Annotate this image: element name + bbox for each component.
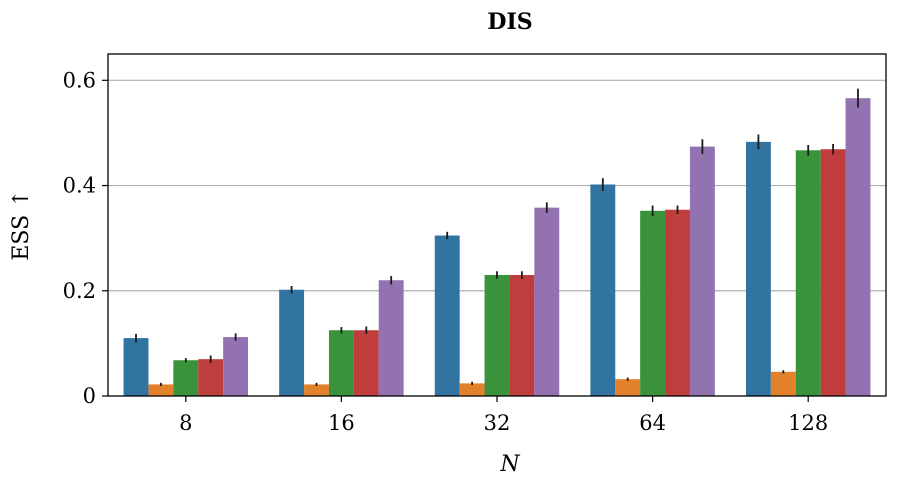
bar (123, 338, 149, 396)
bar (378, 280, 404, 396)
x-axis-label: N (499, 452, 520, 477)
x-tick-label: 16 (328, 411, 355, 435)
y-tick-label: 0 (83, 384, 96, 408)
y-tick-label: 0.6 (63, 68, 96, 92)
bar (198, 359, 224, 396)
ticks-layer: 0 0.2 0.4 0.6 8 16 32 64 128 (63, 68, 829, 435)
bar (534, 207, 560, 396)
bars-layer (123, 98, 871, 396)
x-tick-label: 128 (788, 411, 828, 435)
bar (353, 330, 379, 396)
x-tick-label: 64 (639, 411, 666, 435)
bar (509, 274, 535, 396)
bar (590, 184, 616, 396)
bar (745, 141, 771, 396)
bar (820, 149, 846, 396)
bar (173, 360, 199, 396)
bar (148, 384, 174, 396)
bar (640, 210, 666, 396)
bar (328, 330, 354, 396)
x-tick-label: 32 (484, 411, 511, 435)
chart-title: DIS (487, 9, 532, 35)
bar (279, 289, 305, 396)
y-tick-label: 0.2 (63, 279, 96, 303)
bar (304, 384, 329, 396)
bar (223, 337, 249, 396)
bar (795, 150, 821, 396)
error-bars-layer (135, 88, 859, 387)
bar (770, 371, 796, 396)
bar (689, 146, 715, 396)
y-axis-label: ESS ↑ (9, 189, 34, 260)
bar (484, 274, 510, 396)
bar (434, 235, 460, 396)
y-tick-label: 0.4 (63, 174, 96, 198)
x-tick-label: 8 (179, 411, 192, 435)
bar (615, 379, 641, 396)
bar (459, 383, 485, 396)
bar (665, 209, 690, 396)
bar (845, 98, 871, 396)
